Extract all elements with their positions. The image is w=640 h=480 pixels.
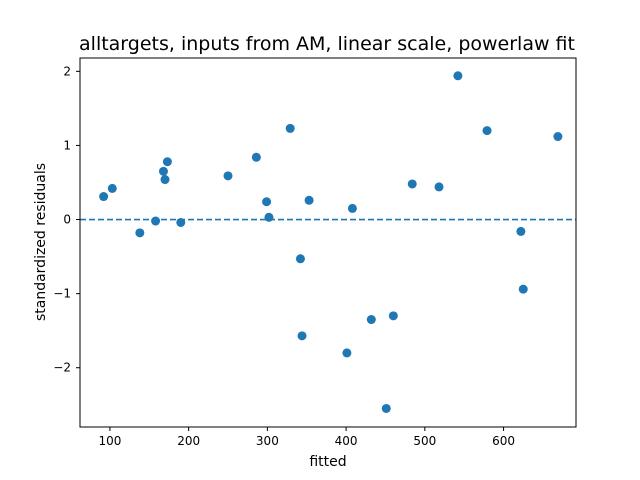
y-tick-label-2: 0 bbox=[63, 213, 71, 227]
chart-title: alltargets, inputs from AM, linear scale… bbox=[79, 33, 575, 55]
x-tick-label-600: 600 bbox=[492, 434, 515, 448]
data-point-22 bbox=[434, 182, 444, 192]
data-point-13 bbox=[295, 254, 305, 264]
data-point-12 bbox=[285, 123, 295, 133]
data-point-7 bbox=[176, 217, 186, 227]
data-points bbox=[99, 71, 563, 413]
data-point-18 bbox=[366, 315, 376, 325]
plot-area bbox=[80, 58, 576, 427]
y-tick-label-4: 2 bbox=[63, 64, 71, 78]
data-point-21 bbox=[407, 179, 417, 189]
data-point-20 bbox=[388, 311, 398, 321]
x-axis-ticks: 100 200 300 400 500 600 bbox=[98, 427, 515, 448]
y-axis-label: standardized residuals bbox=[33, 163, 49, 321]
x-tick-label-300: 300 bbox=[256, 434, 279, 448]
data-point-25 bbox=[516, 226, 526, 236]
data-point-8 bbox=[223, 171, 233, 181]
data-point-1 bbox=[107, 183, 117, 193]
data-point-27 bbox=[553, 132, 563, 142]
data-point-3 bbox=[151, 216, 161, 226]
x-tick-label-100: 100 bbox=[98, 434, 121, 448]
data-point-0 bbox=[99, 192, 109, 202]
y-tick-label-1: −1 bbox=[53, 287, 71, 301]
plot-frame bbox=[79, 57, 577, 428]
data-point-9 bbox=[251, 152, 261, 162]
data-point-15 bbox=[304, 195, 314, 205]
x-tick-label-200: 200 bbox=[177, 434, 200, 448]
data-point-24 bbox=[482, 126, 492, 136]
data-point-14 bbox=[297, 331, 307, 341]
x-tick-label-500: 500 bbox=[413, 434, 436, 448]
data-point-6 bbox=[162, 157, 172, 167]
y-tick-label-0: −2 bbox=[53, 361, 71, 375]
y-axis-ticks: −2 −1 0 1 2 bbox=[53, 64, 80, 375]
x-axis-label: fitted bbox=[309, 454, 346, 470]
data-point-16 bbox=[342, 348, 352, 358]
data-point-10 bbox=[262, 197, 272, 207]
x-tick-label-400: 400 bbox=[335, 434, 358, 448]
data-point-5 bbox=[160, 175, 170, 185]
data-point-17 bbox=[347, 203, 357, 213]
data-point-23 bbox=[453, 71, 463, 81]
y-tick-label-3: 1 bbox=[63, 138, 71, 152]
data-point-19 bbox=[381, 403, 391, 413]
data-point-11 bbox=[264, 212, 274, 222]
data-point-2 bbox=[135, 228, 145, 238]
data-point-26 bbox=[518, 284, 528, 294]
data-point-4 bbox=[158, 166, 168, 176]
